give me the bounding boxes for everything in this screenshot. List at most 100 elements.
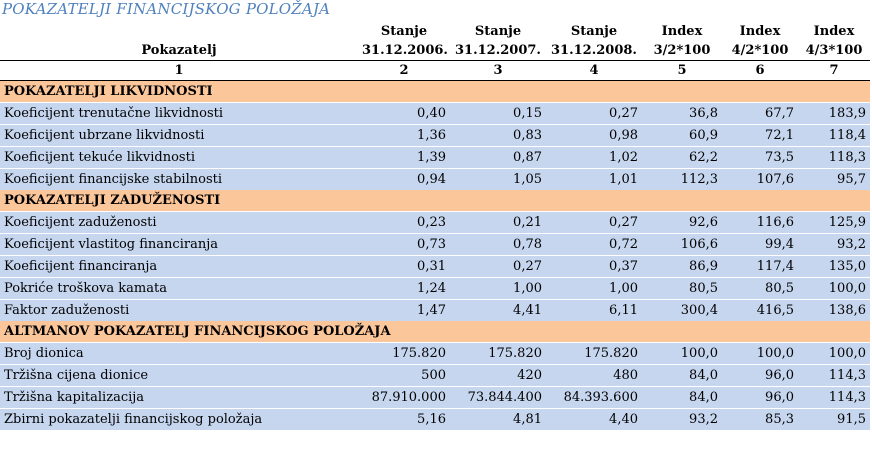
value-cell: 1,00: [546, 277, 642, 300]
column-number: 6: [722, 60, 798, 81]
value-cell: 118,3: [798, 146, 870, 169]
column-number: 4: [546, 60, 642, 81]
value-cell: 62,2: [642, 146, 722, 169]
table-row: Koeficijent financijske stabilnosti 0,94 1…: [0, 168, 870, 190]
indicator-label: Zbirni pokazatelji financijskog položaja: [0, 408, 358, 430]
value-cell: 1,02: [546, 146, 642, 169]
value-cell: 60,9: [642, 124, 722, 147]
table-row: Faktor zaduženosti 1,47 4,41 6,11 300,4 416,5…: [0, 299, 870, 321]
value-cell: 114,3: [798, 386, 870, 409]
value-cell: 92,6: [642, 211, 722, 234]
indicator-label: Koeficijent financijske stabilnosti: [0, 168, 358, 190]
value-cell: 100,0: [642, 342, 722, 365]
value-cell: 106,6: [642, 233, 722, 256]
value-cell: 1,05: [450, 168, 546, 190]
value-cell: 100,0: [722, 342, 798, 365]
header-cell: 4/2*100: [722, 41, 798, 61]
header-cell: 31.12.2008.: [546, 41, 642, 61]
value-cell: 117,4: [722, 255, 798, 278]
financial-indicators-table: Stanje Stanje Stanje Index Index Index P…: [0, 22, 870, 430]
value-cell: 125,9: [798, 211, 870, 234]
value-cell: 175.820: [546, 342, 642, 365]
value-cell: 300,4: [642, 299, 722, 321]
indicator-label: Koeficijent financiranja: [0, 255, 358, 278]
value-cell: 416,5: [722, 299, 798, 321]
value-cell: 1,01: [546, 168, 642, 190]
value-cell: 95,7: [798, 168, 870, 190]
section-title: POKAZATELJI ZADUŽENOSTI: [0, 190, 870, 212]
value-cell: 175.820: [358, 342, 450, 365]
value-cell: 93,2: [642, 408, 722, 430]
indicator-label: Tržišna cijena dionice: [0, 364, 358, 387]
value-cell: 1,39: [358, 146, 450, 169]
indicator-label: Pokriće troškova kamata: [0, 277, 358, 300]
value-cell: 80,5: [642, 277, 722, 300]
indicator-label: Koeficijent vlastitog financiranja: [0, 233, 358, 256]
value-cell: 100,0: [798, 342, 870, 365]
value-cell: 116,6: [722, 211, 798, 234]
section-header-row: POKAZATELJI ZADUŽENOSTI: [0, 190, 870, 212]
value-cell: 500: [358, 364, 450, 387]
value-cell: 6,11: [546, 299, 642, 321]
table-row: Koeficijent ubrzane likvidnosti 1,36 0,83 0…: [0, 124, 870, 147]
value-cell: 0,87: [450, 146, 546, 169]
value-cell: 420: [450, 364, 546, 387]
value-cell: 114,3: [798, 364, 870, 387]
indicator-label: Koeficijent tekuće likvidnosti: [0, 146, 358, 169]
table-row: Tržišna kapitalizacija 87.910.000 73.844.4…: [0, 386, 870, 409]
column-number: 2: [358, 60, 450, 81]
value-cell: 1,36: [358, 124, 450, 147]
value-cell: 4,41: [450, 299, 546, 321]
value-cell: 80,5: [722, 277, 798, 300]
header-cell: 3/2*100: [642, 41, 722, 61]
value-cell: 0,98: [546, 124, 642, 147]
value-cell: 100,0: [798, 277, 870, 300]
value-cell: 0,40: [358, 102, 450, 125]
table-row: Broj dionica 175.820 175.820 175.820 100,0 10…: [0, 342, 870, 365]
table-row: Zbirni pokazatelji financijskog položaja…: [0, 408, 870, 430]
value-cell: 85,3: [722, 408, 798, 430]
indicator-label: Broj dionica: [0, 342, 358, 365]
section-header-row: POKAZATELJI LIKVIDNOSTI: [0, 80, 870, 103]
header-cell: Stanje: [358, 22, 450, 41]
value-cell: 112,3: [642, 168, 722, 190]
column-number: 1: [0, 60, 358, 81]
value-cell: 4,40: [546, 408, 642, 430]
value-cell: 175.820: [450, 342, 546, 365]
header-cell: 31.12.2007.: [450, 41, 546, 61]
value-cell: 0,37: [546, 255, 642, 278]
table-title: POKAZATELJI FINANCIJSKOG POLOŽAJA: [2, 0, 331, 18]
header-cell: [0, 22, 358, 41]
value-cell: 1,24: [358, 277, 450, 300]
value-cell: 138,6: [798, 299, 870, 321]
value-cell: 91,5: [798, 408, 870, 430]
value-cell: 0,31: [358, 255, 450, 278]
value-cell: 36,8: [642, 102, 722, 125]
value-cell: 5,16: [358, 408, 450, 430]
table-body: Stanje Stanje Stanje Index Index Index P…: [0, 22, 870, 430]
column-number: 3: [450, 60, 546, 81]
value-cell: 72,1: [722, 124, 798, 147]
table-row: Koeficijent vlastitog financiranja 0,73 0,…: [0, 233, 870, 256]
header-cell-pokazatelj: Pokazatelj: [0, 41, 358, 61]
value-cell: 4,81: [450, 408, 546, 430]
value-cell: 0,94: [358, 168, 450, 190]
header-row-2: Pokazatelj 31.12.2006. 31.12.2007. 31.12…: [0, 41, 870, 61]
value-cell: 99,4: [722, 233, 798, 256]
column-number-row: 1 2 3 4 5 6 7: [0, 60, 870, 81]
value-cell: 0,21: [450, 211, 546, 234]
value-cell: 118,4: [798, 124, 870, 147]
table-row: Tržišna cijena dionice 500 420 480 84,0 96,0 1…: [0, 364, 870, 387]
value-cell: 0,27: [546, 211, 642, 234]
value-cell: 84.393.600: [546, 386, 642, 409]
table-row: Koeficijent trenutačne likvidnosti 0,40 0,…: [0, 102, 870, 125]
value-cell: 0,15: [450, 102, 546, 125]
value-cell: 0,83: [450, 124, 546, 147]
section-header-row: ALTMANOV POKAZATELJ FINANCIJSKOG POLOŽAJ…: [0, 321, 870, 343]
section-title: ALTMANOV POKAZATELJ FINANCIJSKOG POLOŽAJ…: [0, 321, 870, 343]
value-cell: 0,27: [546, 102, 642, 125]
column-number: 5: [642, 60, 722, 81]
header-cell: 31.12.2006.: [358, 41, 450, 61]
indicator-label: Tržišna kapitalizacija: [0, 386, 358, 409]
value-cell: 93,2: [798, 233, 870, 256]
